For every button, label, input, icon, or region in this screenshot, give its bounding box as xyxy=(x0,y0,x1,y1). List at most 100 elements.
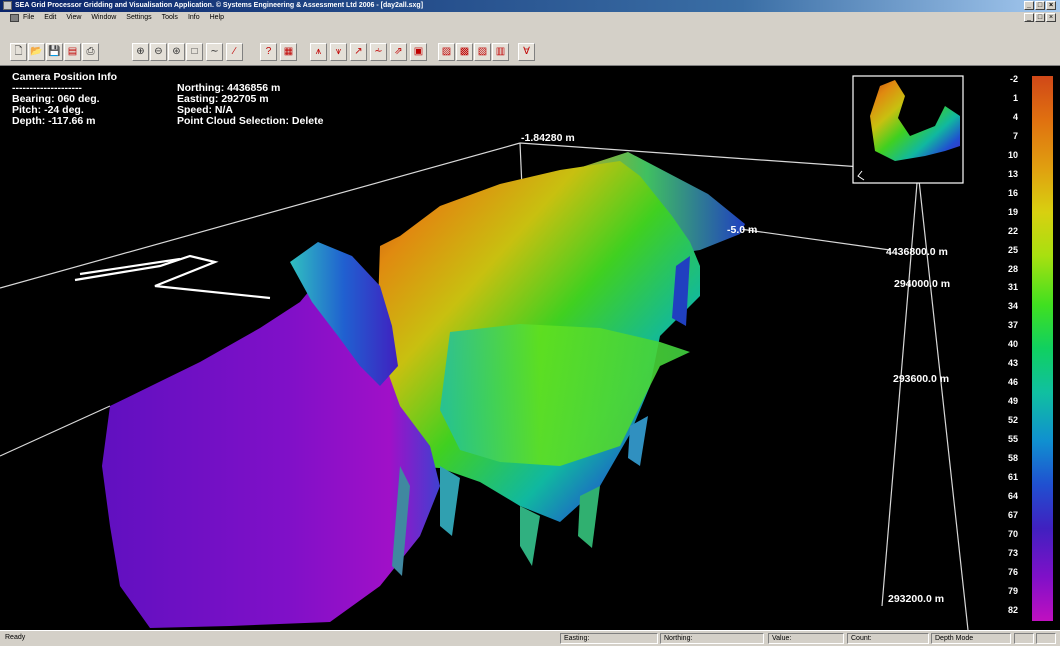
status-ready: Ready xyxy=(5,634,26,641)
depth-scale-label: 82 xyxy=(1007,604,1018,615)
grid-outline xyxy=(0,142,969,630)
depth-scale-label: 7 xyxy=(1012,130,1018,141)
menu-help[interactable]: Help xyxy=(209,14,225,21)
northing-grid-label: 4436800.0 m xyxy=(886,246,948,258)
easting-grid-label-2: 293600.0 m xyxy=(893,373,950,385)
doc-minimize-button[interactable]: _ xyxy=(1024,13,1034,22)
depth-scale-label: 25 xyxy=(1007,244,1018,255)
tool-8-icon[interactable]: ▩ xyxy=(456,43,473,61)
title-bar[interactable]: SEA Grid Processor Gridding and Visualis… xyxy=(0,0,1060,12)
tool-11-icon[interactable]: ∀ xyxy=(518,43,535,61)
doc-close-button[interactable]: × xyxy=(1046,13,1056,22)
tool-1-icon[interactable]: ⩚ xyxy=(310,43,327,61)
status-extra-1 xyxy=(1014,633,1034,644)
menu-settings[interactable]: Settings xyxy=(126,14,152,21)
depth-scale-label: 28 xyxy=(1007,263,1018,274)
menu-file[interactable]: File xyxy=(23,14,35,21)
depth-scale-label: 73 xyxy=(1007,547,1018,558)
tool-6-icon[interactable]: ▣ xyxy=(410,43,427,61)
depth-scale-label: 46 xyxy=(1007,377,1018,388)
depth-scale-label: 22 xyxy=(1007,225,1018,236)
print-icon[interactable]: ⎙ xyxy=(82,43,99,61)
menu-view[interactable]: View xyxy=(66,14,82,21)
save-icon[interactable]: 💾 xyxy=(46,43,63,61)
bathymetry-surface[interactable] xyxy=(0,66,1060,630)
status-northing: Northing: xyxy=(660,633,764,644)
measure-icon[interactable]: ∕ xyxy=(226,43,243,61)
depth-scale-label: 43 xyxy=(1007,358,1018,369)
status-count: Count: xyxy=(847,633,929,644)
depth-scale-label: 34 xyxy=(1007,301,1018,312)
slope-wall xyxy=(290,242,398,386)
depth-scale-label: 79 xyxy=(1007,585,1018,596)
zoom-out-icon[interactable]: ⊖ xyxy=(150,43,167,61)
window-title: SEA Grid Processor Gridding and Visualis… xyxy=(15,2,424,9)
depth-scale-label: 64 xyxy=(1007,490,1018,501)
depth-scale-label: 76 xyxy=(1007,566,1018,577)
depth-scale-label: 40 xyxy=(1007,339,1018,350)
zoom-window-icon[interactable]: □ xyxy=(186,43,203,61)
3d-viewport[interactable]: Camera Position Info -------------------… xyxy=(0,66,1060,630)
open-icon[interactable]: 📂 xyxy=(28,43,45,61)
tool-9-icon[interactable]: ▧ xyxy=(474,43,491,61)
plateau-surface xyxy=(440,324,690,466)
camera-depth: Depth: -117.66 m xyxy=(12,115,96,127)
tool-7-icon[interactable]: ▨ xyxy=(438,43,455,61)
menu-window[interactable]: Window xyxy=(91,14,117,21)
zoom-in-icon[interactable]: ⊕ xyxy=(132,43,149,61)
status-value: Value: xyxy=(768,633,844,644)
doc-restore-button[interactable]: □ xyxy=(1035,13,1045,22)
grid-icon[interactable]: ▦ xyxy=(280,43,297,61)
depth-scale-label: 49 xyxy=(1007,396,1018,407)
tool-10-icon[interactable]: ▥ xyxy=(492,43,509,61)
profile-icon[interactable]: ∼ xyxy=(206,43,223,61)
help-icon[interactable]: ? xyxy=(260,43,277,61)
toolbar: 🗋 📂 💾 ▤ ⎙ ⊕ ⊖ ⊛ □ ∼ ∕? ▦ ⩚ ⩛ ↗ ⩪ ⇗ ▣ ▨ ▩ ▧ ▥ ∀ xyxy=(0,24,1060,66)
grid-mid-label: -5.0 m xyxy=(727,224,758,236)
depth-scale-label: 10 xyxy=(1007,149,1018,160)
import-icon[interactable]: ▤ xyxy=(64,43,81,61)
camera-info-heading: Camera Position Info xyxy=(12,71,118,83)
new-icon[interactable]: 🗋 xyxy=(10,43,27,61)
depth-scale-label: 55 xyxy=(1007,434,1018,445)
camera-bearing: Bearing: 060 deg. xyxy=(12,93,100,105)
easting-grid-label-1: 294000.0 m xyxy=(894,278,951,290)
depth-scale-label: 58 xyxy=(1007,453,1018,463)
menu-bar: File Edit View Window Settings Tools Inf… xyxy=(0,12,1060,24)
depth-scale-label: 31 xyxy=(1007,282,1018,293)
north-arrow-icon xyxy=(74,254,271,300)
camera-easting: Easting: 292705 m xyxy=(177,93,269,105)
status-extra-2 xyxy=(1036,633,1056,644)
depth-scale-label: 61 xyxy=(1007,471,1018,482)
menu-tools[interactable]: Tools xyxy=(161,14,178,21)
close-button[interactable]: × xyxy=(1046,1,1056,10)
depth-scale-label: 4 xyxy=(1012,111,1018,122)
minimize-button[interactable]: _ xyxy=(1024,1,1034,10)
status-bar: Ready Easting: Northing: Value: Count: D… xyxy=(0,630,1060,646)
menu-edit[interactable]: Edit xyxy=(44,14,57,21)
tool-4-icon[interactable]: ⩪ xyxy=(370,43,387,61)
app-icon[interactable] xyxy=(3,1,12,10)
camera-info-separator: -------------------- xyxy=(12,82,82,94)
camera-pitch: Pitch: -24 deg. xyxy=(12,104,84,116)
status-depth-mode: Depth Mode xyxy=(931,633,1011,644)
tool-3-icon[interactable]: ↗ xyxy=(350,43,367,61)
point-cloud-selection: Point Cloud Selection: Delete xyxy=(177,115,324,127)
overview-map[interactable] xyxy=(852,75,964,184)
camera-northing: Northing: 4436856 m xyxy=(177,82,281,94)
tool-2-icon[interactable]: ⩛ xyxy=(330,43,347,61)
zoom-fit-icon[interactable]: ⊛ xyxy=(168,43,185,61)
depth-scale-label: 52 xyxy=(1007,415,1018,426)
drape-artefacts xyxy=(392,256,690,576)
depth-scale-label: 67 xyxy=(1007,509,1018,520)
menu-info[interactable]: Info xyxy=(187,14,200,21)
depth-color-scale xyxy=(1032,76,1053,621)
document-icon[interactable] xyxy=(10,14,19,22)
status-easting: Easting: xyxy=(560,633,658,644)
depth-scale-label: 70 xyxy=(1007,528,1018,539)
grid-top-depth-label: -1.84280 m xyxy=(521,132,575,144)
depth-scale-label: 13 xyxy=(1007,168,1018,179)
tool-5-icon[interactable]: ⇗ xyxy=(390,43,407,61)
maximize-button[interactable]: □ xyxy=(1035,1,1045,10)
